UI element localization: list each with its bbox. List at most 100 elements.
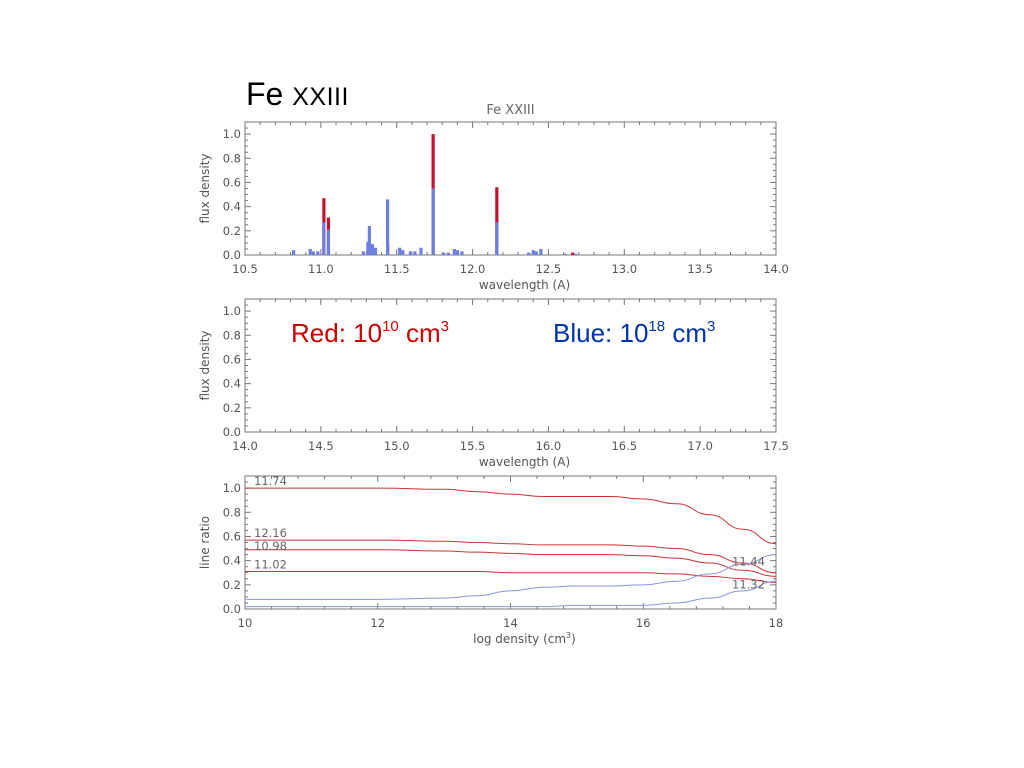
y-tick-label: 0.6 <box>223 352 241 366</box>
spectral-line-bar <box>455 250 459 255</box>
y-tick-label: 0.0 <box>223 248 241 262</box>
x-tick-label: 16.5 <box>611 439 637 453</box>
x-tick-label: 18 <box>769 616 784 630</box>
line-ratio-curve <box>245 539 777 574</box>
x-tick-label: 12.0 <box>460 262 486 276</box>
x-tick-label: 16.0 <box>536 439 562 453</box>
chart-panel-3: 10 12 14 16 18 0.0 0.2 0.4 0.6 0.8 1.0 log density … <box>198 474 783 646</box>
line-ratio-curve <box>244 487 777 545</box>
x-tick-label: 10 <box>238 616 253 630</box>
y-tick-label: 0.6 <box>223 175 241 189</box>
spectral-line-bar <box>322 222 326 255</box>
chart-panel-1: 10.5 11.0 11.5 12.0 12.5 13.0 13.5 14.0 0.0 0.2 0.… <box>198 103 789 292</box>
spectral-line-bar <box>527 252 531 255</box>
spectral-line-bar <box>446 252 450 255</box>
x-tick-label: 17.5 <box>763 439 789 453</box>
blue-note-unit: cm <box>665 318 707 348</box>
x-tick-label: 12 <box>370 616 385 630</box>
red-note-prefix: Red: 10 <box>291 318 383 348</box>
x-tick-label: 13.0 <box>611 262 637 276</box>
spectral-line-bar <box>495 187 499 255</box>
spectral-line-bar <box>431 188 435 255</box>
blue-note-prefix: Blue: 10 <box>553 318 649 348</box>
red-note-unit-exponent: 3 <box>440 318 449 335</box>
spectral-line-bar <box>311 251 315 255</box>
red-density-note: Red: 1010 cm3 <box>291 318 449 349</box>
y-tick-label: 1.0 <box>223 481 241 495</box>
spectral-line-bar <box>361 251 365 255</box>
curve-label: 11.44 <box>732 554 765 568</box>
spectral-line-bar <box>401 250 405 255</box>
line-ratio-curve <box>245 580 777 608</box>
curve-label: 10.98 <box>254 539 287 553</box>
spectral-line-bar <box>326 229 331 255</box>
x-axis-label-end: ) <box>571 632 576 646</box>
x-tick-label: 14.0 <box>763 262 789 276</box>
title-ion: XXIII <box>292 83 349 111</box>
spectral-line-bar <box>539 248 543 255</box>
x-tick-label: 16 <box>636 616 651 630</box>
red-note-exponent: 10 <box>382 318 399 335</box>
y-tick-label: 0.4 <box>223 377 241 391</box>
spectral-line-bar <box>442 252 446 255</box>
blue-note-unit-exponent: 3 <box>706 318 716 335</box>
x-axis-label: log density (cm3) <box>473 631 576 646</box>
x-tick-label: 11.0 <box>308 262 334 276</box>
line-ratio-curve <box>244 571 777 583</box>
spectral-line-bar <box>571 252 575 255</box>
x-tick-label: 15.5 <box>460 439 486 453</box>
y-tick-label: 0.8 <box>223 505 241 519</box>
x-tick-label: 10.5 <box>232 262 258 276</box>
blue-density-note: Blue: 1018 cm3 <box>553 318 715 349</box>
red-note-unit: cm <box>398 318 441 348</box>
x-axis-label: wavelength (A) <box>479 278 570 292</box>
spectral-line-bar <box>460 251 464 255</box>
x-tick-label: 14.5 <box>308 439 334 453</box>
x-axis-label-exponent: 3 <box>566 631 571 640</box>
x-axis-label: wavelength (A) <box>479 455 570 469</box>
curve-label: 11.32 <box>732 577 765 591</box>
spectral-line-bar <box>386 199 390 255</box>
spectral-line-bar <box>452 248 456 255</box>
spectral-line-bar <box>531 250 535 255</box>
spectral-line-bar <box>367 225 372 255</box>
curve-label: 12.16 <box>254 526 287 540</box>
spectral-line-bar <box>413 251 417 255</box>
y-tick-label: 0.4 <box>223 554 241 568</box>
x-tick-label: 15.0 <box>384 439 410 453</box>
blue-note-exponent: 18 <box>648 318 666 335</box>
spectral-line-bar <box>316 251 320 255</box>
chart-title: Fe XXIII <box>486 103 534 118</box>
y-tick-label: 0.8 <box>223 151 241 165</box>
title-prefix: Fe <box>246 76 293 112</box>
x-tick-label: 12.5 <box>536 262 562 276</box>
y-tick-label: 1.0 <box>223 127 241 141</box>
line-ratio-curve <box>245 549 777 577</box>
plot-frame <box>244 475 777 610</box>
slide-title: Fe XXIII <box>246 76 349 113</box>
y-tick-label: 0.0 <box>223 425 241 439</box>
spectral-line-bar <box>308 248 312 255</box>
y-tick-label: 0.2 <box>223 578 241 592</box>
spectral-line-bar <box>370 244 375 255</box>
x-tick-label: 17.0 <box>687 439 713 453</box>
spectral-line-bar <box>373 247 378 255</box>
x-tick-label: 14 <box>503 616 518 630</box>
y-tick-label: 0.6 <box>223 529 241 543</box>
x-tick-label: 11.5 <box>384 262 410 276</box>
spectral-line-bar <box>563 253 567 255</box>
y-tick-label: 0.4 <box>223 200 241 214</box>
spectral-line-bar <box>534 251 538 255</box>
spectral-line-bar <box>291 250 296 255</box>
x-tick-label: 14.0 <box>232 439 258 453</box>
y-axis-label: flux density <box>198 153 212 223</box>
spectral-line-bar <box>495 222 499 255</box>
line-ratio-curve <box>245 554 777 600</box>
y-tick-label: 0.8 <box>223 328 241 342</box>
y-axis-label: flux density <box>198 330 212 400</box>
spectral-line-bar <box>574 253 578 255</box>
y-tick-label: 0.0 <box>223 602 241 616</box>
y-tick-label: 0.2 <box>223 401 241 415</box>
y-tick-label: 1.0 <box>223 304 241 318</box>
